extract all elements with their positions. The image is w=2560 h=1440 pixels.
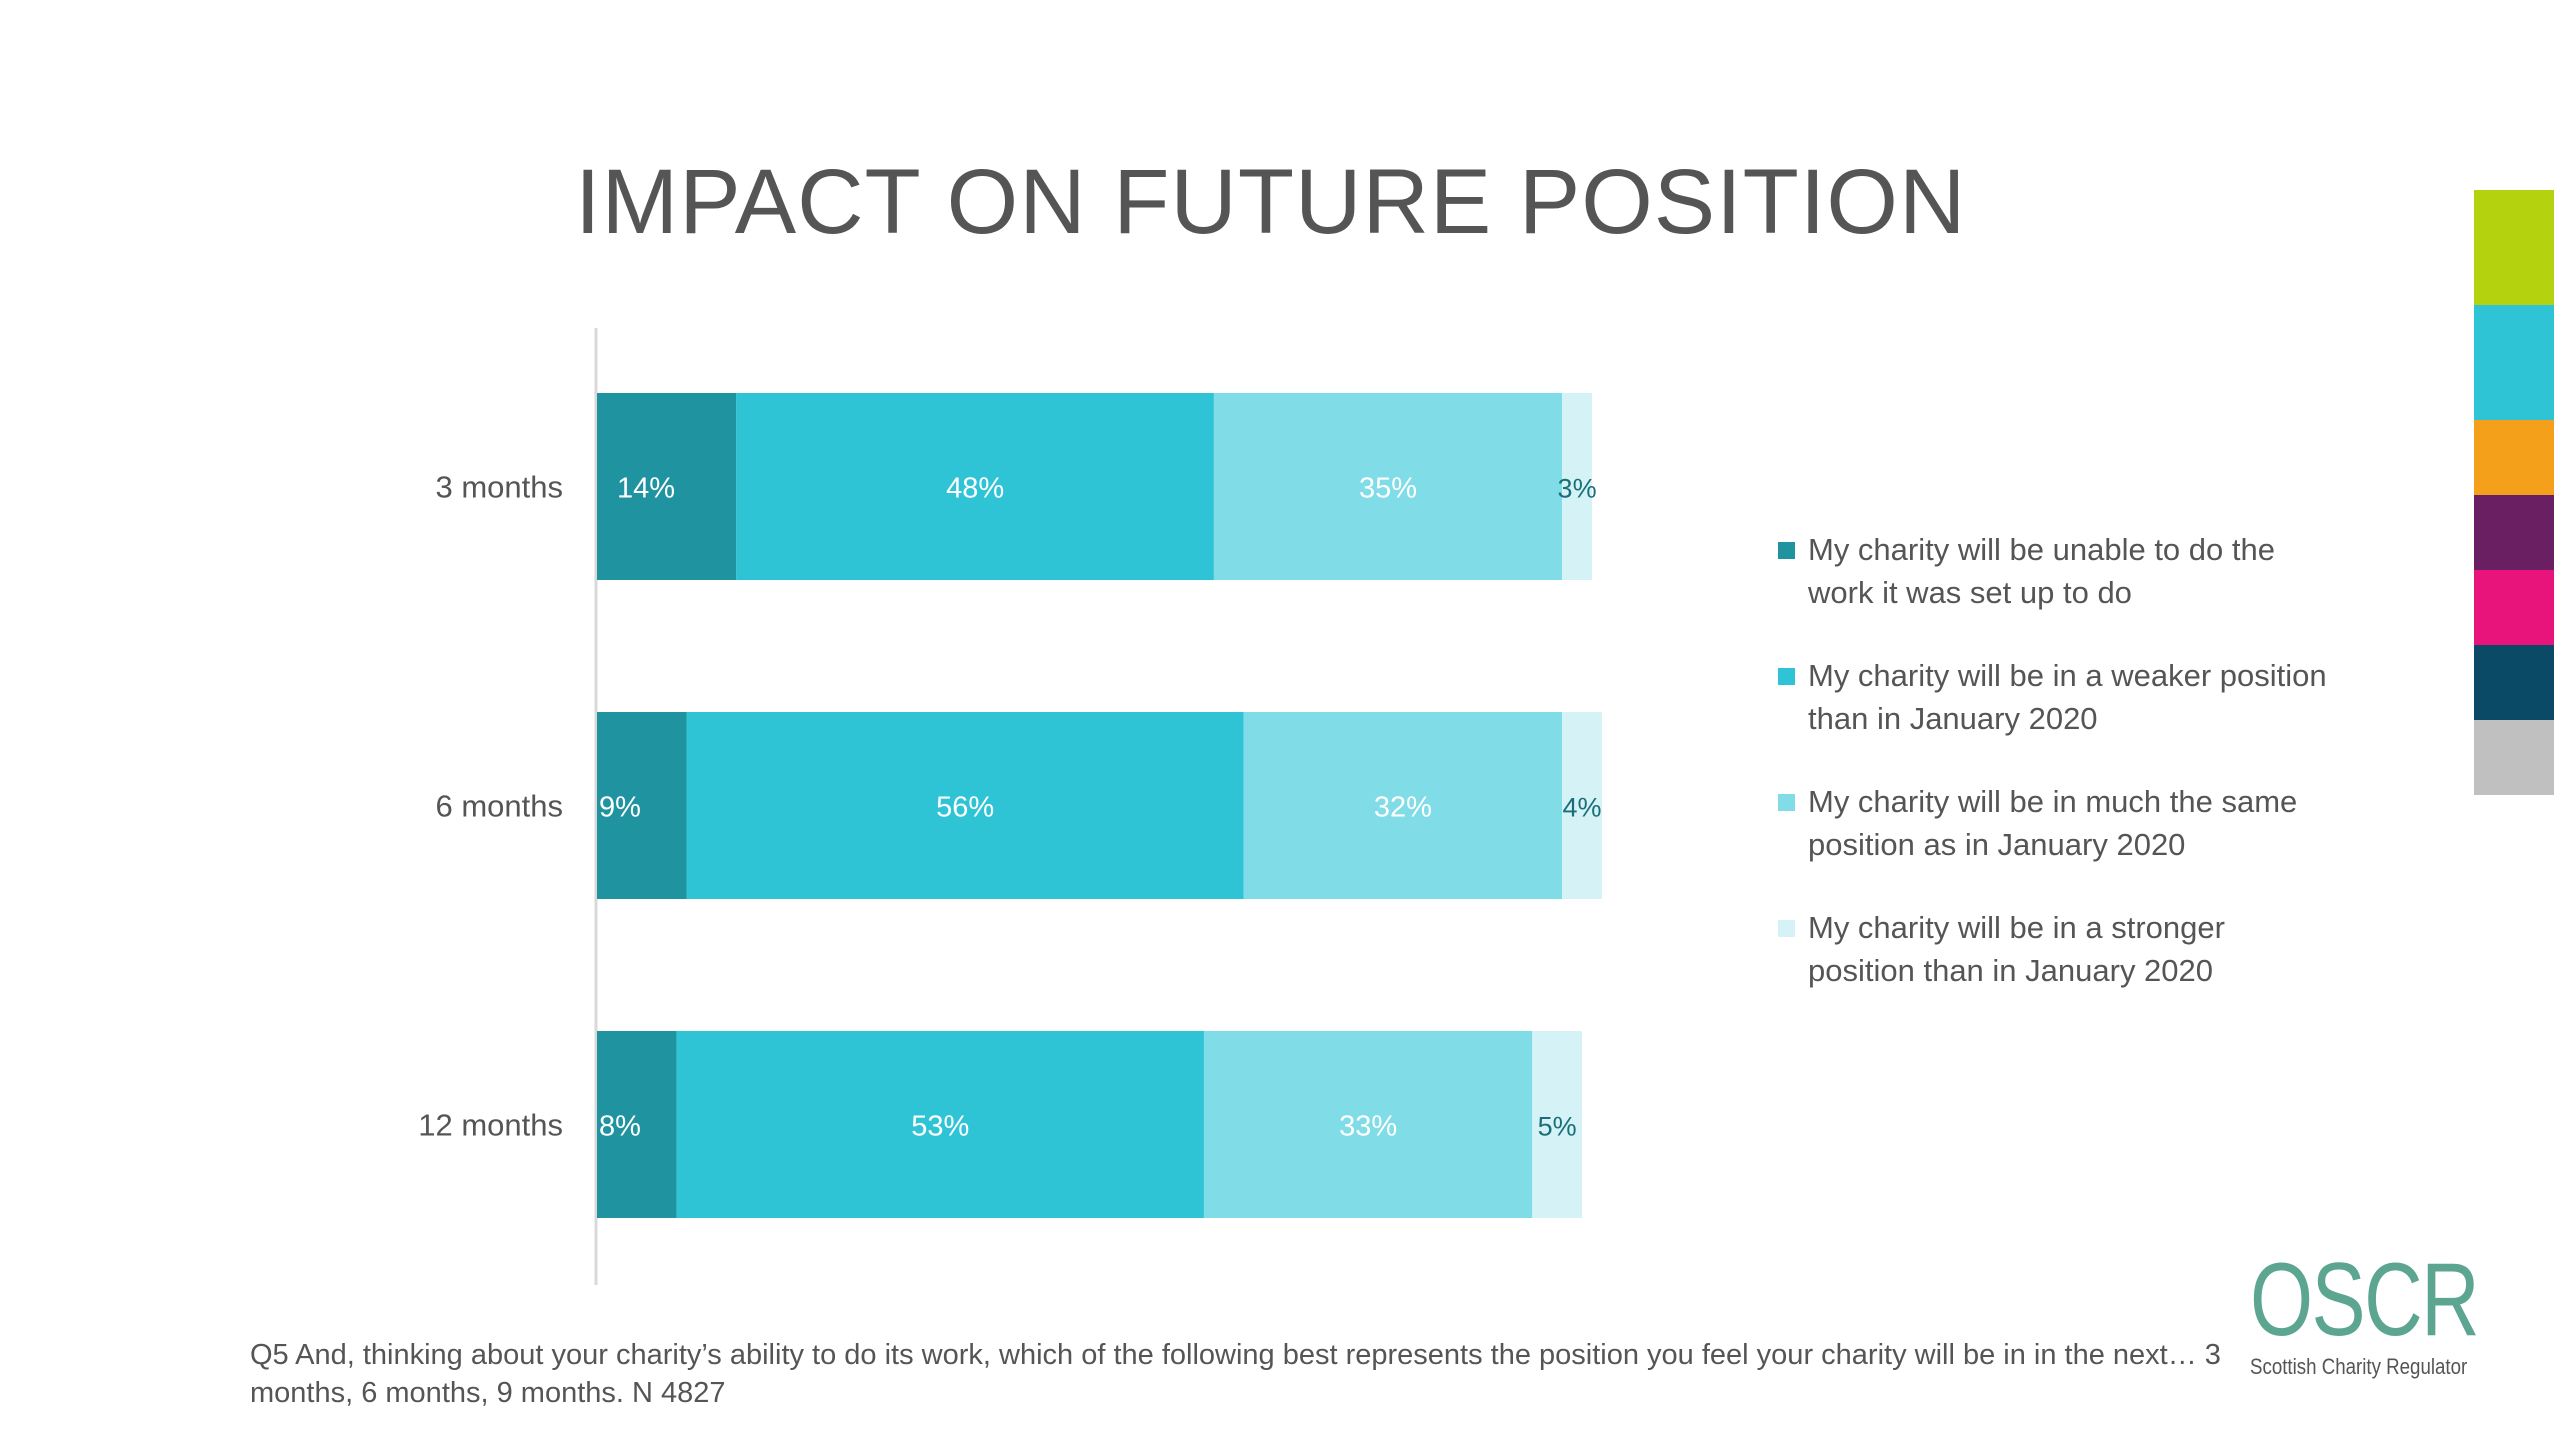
bar-segment	[597, 393, 737, 580]
data-label: 32%	[1374, 792, 1432, 824]
bar-segment	[1203, 1031, 1533, 1218]
brand-color-block	[2474, 720, 2554, 795]
bar-segment	[1213, 393, 1563, 580]
brand-color-block	[2474, 305, 2554, 420]
data-label: 53%	[911, 1111, 969, 1143]
bar-segment	[1243, 712, 1563, 899]
legend-swatch	[1778, 668, 1795, 685]
data-label: 9%	[599, 792, 641, 824]
legend-item: My charity will be in a stronger positio…	[1778, 906, 2338, 992]
bar-segment	[597, 712, 687, 899]
legend-label: My charity will be in much the same posi…	[1808, 784, 2298, 862]
page-title: IMPACT ON FUTURE POSITION	[575, 151, 1967, 253]
data-label: 14%	[617, 473, 675, 505]
legend-label: My charity will be in a stronger positio…	[1808, 910, 2225, 988]
bar-group: 3 months 14% 48% 35% 3% 6 months 9% 56% 32% 4% 12 …	[418, 393, 1602, 1218]
legend-swatch	[1778, 920, 1795, 937]
category-label: 12 months	[418, 1108, 563, 1143]
legend-label: My charity will be in a weaker position …	[1808, 658, 2327, 736]
bar-segment	[1532, 1031, 1583, 1218]
legend-item: My charity will be in much the same posi…	[1778, 780, 2338, 866]
logo-subtitle: Scottish Charity Regulator	[2250, 1354, 2468, 1379]
data-label: 33%	[1339, 1111, 1397, 1143]
data-label: 48%	[946, 473, 1004, 505]
legend-item: My charity will be unable to do the work…	[1778, 528, 2338, 614]
legend: My charity will be unable to do the work…	[1778, 528, 2338, 1032]
brand-color-block	[2474, 190, 2554, 305]
data-label: 5%	[1538, 1112, 1577, 1142]
brand-color-strip	[2474, 190, 2554, 795]
legend-swatch	[1778, 794, 1795, 811]
bar-segment	[676, 1031, 1204, 1218]
data-label: 4%	[1563, 793, 1602, 823]
brand-color-block	[2474, 495, 2554, 570]
legend-item: My charity will be in a weaker position …	[1778, 654, 2338, 740]
logo-mark: OSCR	[2250, 1242, 2480, 1358]
bar-segment	[736, 393, 1214, 580]
data-label: 3%	[1558, 474, 1597, 504]
bar-segment	[1562, 393, 1592, 580]
footnote: Q5 And, thinking about your charity’s ab…	[250, 1339, 2221, 1409]
brand-color-block	[2474, 570, 2554, 645]
category-label: 6 months	[435, 789, 563, 824]
bar-segment	[597, 1031, 677, 1218]
category-label: 3 months	[435, 470, 563, 505]
legend-swatch	[1778, 542, 1795, 559]
bar-segment	[686, 712, 1244, 899]
data-label: 8%	[599, 1111, 641, 1143]
bar-segment	[1562, 712, 1602, 899]
data-label: 35%	[1359, 473, 1417, 505]
oscr-logo: OSCR Scottish Charity Regulator	[2250, 1242, 2480, 1380]
data-label: 56%	[936, 792, 994, 824]
brand-color-block	[2474, 645, 2554, 720]
brand-color-block	[2474, 420, 2554, 495]
legend-label: My charity will be unable to do the work…	[1808, 532, 2275, 610]
